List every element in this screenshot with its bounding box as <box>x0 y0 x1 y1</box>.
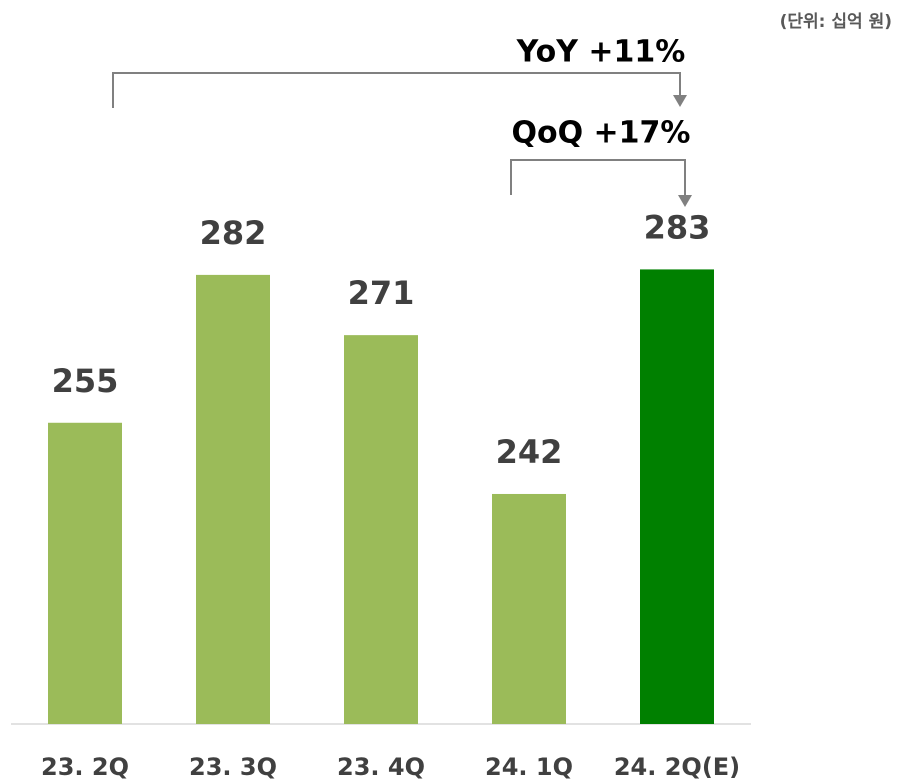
value-label: 282 <box>200 214 267 252</box>
x-tick-label: 23. 3Q <box>189 753 277 781</box>
value-label: 255 <box>52 362 119 400</box>
bar <box>640 269 714 724</box>
value-label: 242 <box>496 433 563 471</box>
qoq-arrow <box>678 195 692 207</box>
x-tick-label: 23. 4Q <box>337 753 425 781</box>
yoy-arrow <box>673 95 687 107</box>
yoy-annotation: YoY +11% <box>516 35 686 70</box>
x-tick-label: 23. 2Q <box>41 753 129 781</box>
unit-label: (단위: 십억 원) <box>780 12 892 32</box>
bar <box>492 493 566 724</box>
yoy-bracket <box>112 72 681 108</box>
bar <box>344 335 418 724</box>
qoq-bracket <box>510 159 686 196</box>
x-tick-label: 24. 1Q <box>485 753 573 781</box>
bar <box>48 422 122 724</box>
value-label: 283 <box>644 208 711 246</box>
qoq-annotation: QoQ +17% <box>511 116 690 151</box>
value-label: 271 <box>348 274 415 312</box>
bar <box>196 274 270 724</box>
x-tick-label: 24. 2Q(E) <box>614 753 740 781</box>
